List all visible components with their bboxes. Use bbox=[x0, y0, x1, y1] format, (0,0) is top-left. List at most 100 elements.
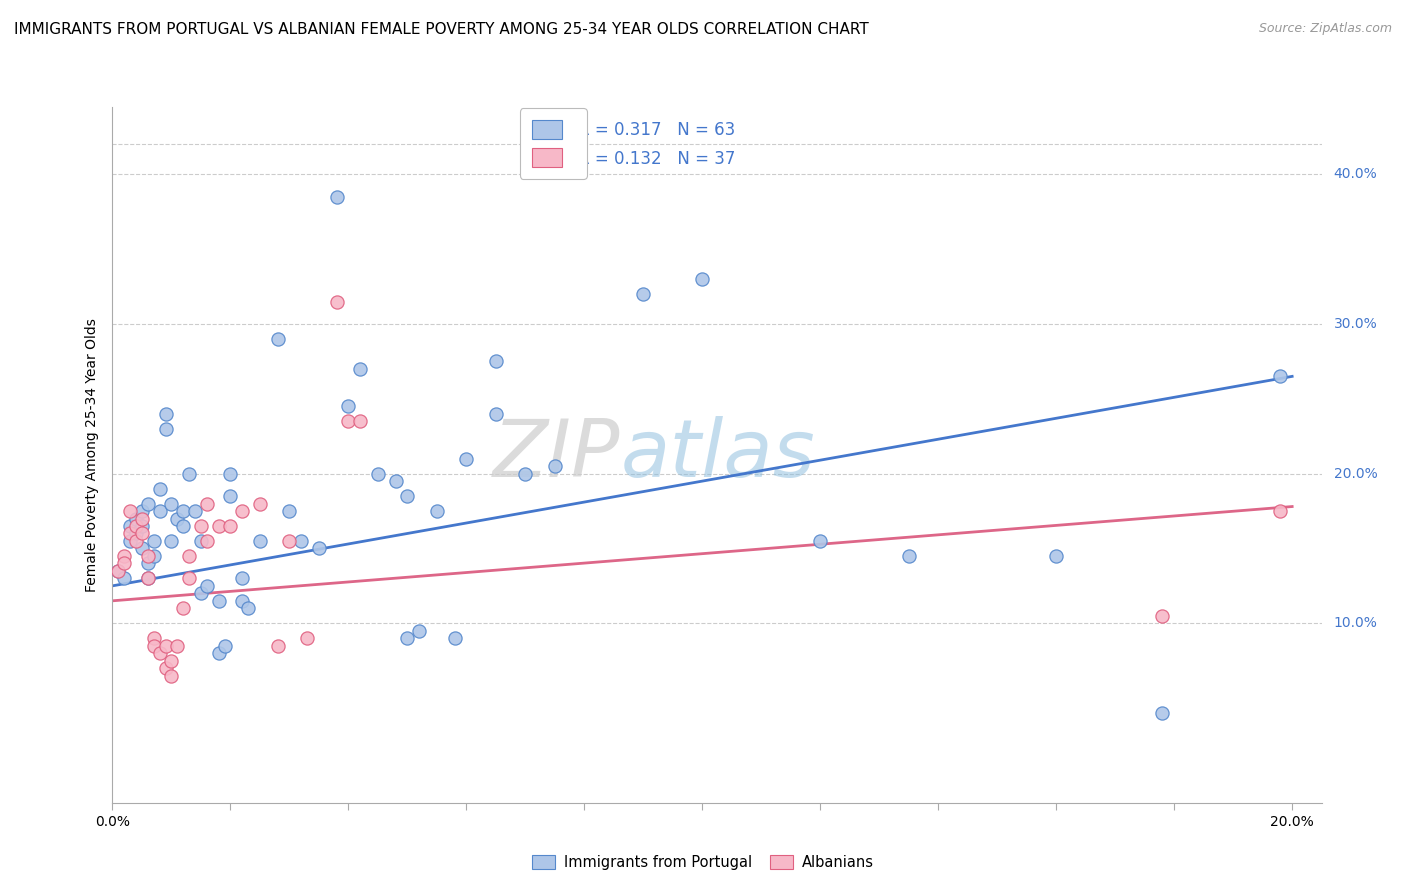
Point bbox=[136, 497, 159, 511]
Point bbox=[131, 504, 153, 518]
Point bbox=[456, 451, 478, 466]
Point bbox=[325, 294, 347, 309]
Point bbox=[166, 639, 188, 653]
Point bbox=[692, 272, 714, 286]
Point bbox=[1045, 549, 1067, 563]
Point bbox=[219, 489, 242, 503]
Point bbox=[172, 519, 194, 533]
Point bbox=[149, 482, 172, 496]
Point bbox=[633, 287, 655, 301]
Point bbox=[1270, 369, 1292, 384]
Point bbox=[308, 541, 330, 556]
Point bbox=[515, 467, 537, 481]
Point bbox=[396, 631, 419, 645]
Point bbox=[214, 639, 236, 653]
Y-axis label: Female Poverty Among 25-34 Year Olds: Female Poverty Among 25-34 Year Olds bbox=[84, 318, 98, 592]
Point bbox=[208, 594, 231, 608]
Point bbox=[485, 407, 508, 421]
Point bbox=[897, 549, 920, 563]
Point bbox=[172, 504, 194, 518]
Point bbox=[120, 533, 142, 548]
Point bbox=[142, 533, 165, 548]
Point bbox=[443, 631, 465, 645]
Point bbox=[136, 571, 159, 585]
Point bbox=[485, 354, 508, 368]
Point bbox=[120, 504, 142, 518]
Point bbox=[142, 549, 165, 563]
Point bbox=[808, 533, 831, 548]
Point bbox=[160, 668, 183, 682]
Point bbox=[325, 190, 347, 204]
Point bbox=[142, 631, 165, 645]
Point bbox=[295, 631, 318, 645]
Point bbox=[179, 549, 201, 563]
Point bbox=[278, 504, 301, 518]
Point bbox=[155, 422, 177, 436]
Point bbox=[107, 564, 129, 578]
Point bbox=[184, 504, 207, 518]
Point bbox=[155, 407, 177, 421]
Text: IMMIGRANTS FROM PORTUGAL VS ALBANIAN FEMALE POVERTY AMONG 25-34 YEAR OLDS CORREL: IMMIGRANTS FROM PORTUGAL VS ALBANIAN FEM… bbox=[14, 22, 869, 37]
Point bbox=[120, 519, 142, 533]
Point bbox=[266, 332, 288, 346]
Point bbox=[166, 511, 188, 525]
Point bbox=[231, 571, 253, 585]
Legend: , : , bbox=[520, 109, 586, 178]
Point bbox=[149, 646, 172, 660]
Point bbox=[208, 646, 231, 660]
Text: R = 0.132   N = 37: R = 0.132 N = 37 bbox=[578, 150, 735, 169]
Point bbox=[219, 467, 242, 481]
Point bbox=[112, 549, 135, 563]
Point bbox=[160, 497, 183, 511]
Point bbox=[125, 533, 148, 548]
Text: 40.0%: 40.0% bbox=[1334, 168, 1378, 181]
Point bbox=[190, 586, 212, 600]
Text: atlas: atlas bbox=[620, 416, 815, 494]
Point bbox=[179, 467, 201, 481]
Text: 20.0%: 20.0% bbox=[1334, 467, 1378, 481]
Point bbox=[190, 519, 212, 533]
Point bbox=[1152, 608, 1174, 623]
Point bbox=[290, 533, 312, 548]
Point bbox=[544, 459, 567, 474]
Point bbox=[136, 557, 159, 571]
Point bbox=[131, 519, 153, 533]
Point bbox=[155, 661, 177, 675]
Point bbox=[120, 526, 142, 541]
Point bbox=[236, 601, 259, 615]
Point bbox=[349, 414, 371, 428]
Point bbox=[349, 362, 371, 376]
Point bbox=[337, 399, 360, 413]
Text: Source: ZipAtlas.com: Source: ZipAtlas.com bbox=[1258, 22, 1392, 36]
Point bbox=[112, 571, 135, 585]
Text: 30.0%: 30.0% bbox=[1334, 317, 1378, 331]
Point bbox=[112, 557, 135, 571]
Point bbox=[337, 414, 360, 428]
Point bbox=[155, 639, 177, 653]
Point bbox=[266, 639, 288, 653]
Point bbox=[426, 504, 449, 518]
Point bbox=[125, 526, 148, 541]
Point bbox=[136, 549, 159, 563]
Point bbox=[131, 526, 153, 541]
Point bbox=[125, 519, 148, 533]
Point bbox=[190, 533, 212, 548]
Point bbox=[160, 654, 183, 668]
Point bbox=[408, 624, 430, 638]
Point bbox=[149, 504, 172, 518]
Point bbox=[231, 504, 253, 518]
Point bbox=[278, 533, 301, 548]
Legend: Immigrants from Portugal, Albanians: Immigrants from Portugal, Albanians bbox=[526, 849, 880, 876]
Point bbox=[1270, 504, 1292, 518]
Point bbox=[160, 533, 183, 548]
Point bbox=[131, 541, 153, 556]
Text: R = 0.317   N = 63: R = 0.317 N = 63 bbox=[578, 121, 735, 139]
Text: 10.0%: 10.0% bbox=[1334, 616, 1378, 631]
Point bbox=[142, 639, 165, 653]
Point bbox=[131, 511, 153, 525]
Point bbox=[195, 579, 218, 593]
Point bbox=[208, 519, 231, 533]
Point bbox=[249, 533, 271, 548]
Point bbox=[179, 571, 201, 585]
Point bbox=[249, 497, 271, 511]
